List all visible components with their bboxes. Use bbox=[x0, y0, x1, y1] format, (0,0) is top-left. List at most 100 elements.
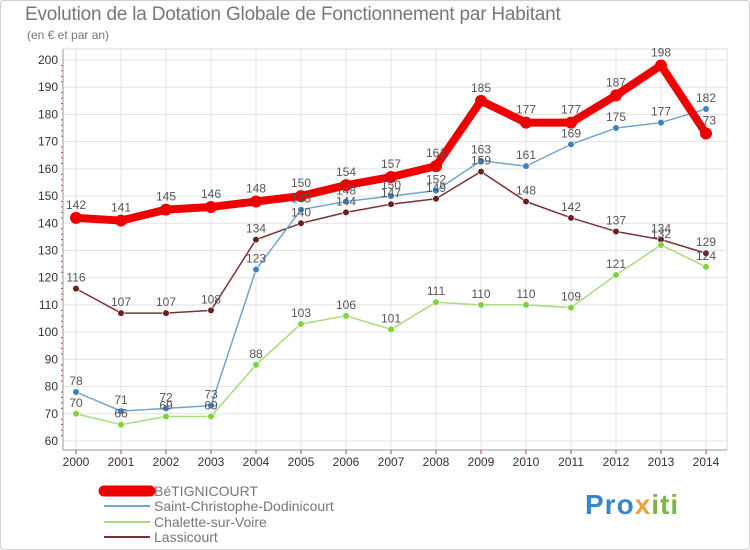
data-point bbox=[162, 412, 170, 421]
data-point bbox=[297, 219, 305, 227]
data-label: 185 bbox=[471, 81, 491, 95]
data-point bbox=[162, 309, 170, 317]
series-points bbox=[70, 59, 712, 429]
data-label: 150 bbox=[381, 178, 401, 192]
data-point bbox=[477, 167, 485, 176]
data-point bbox=[522, 301, 530, 309]
data-point bbox=[115, 214, 127, 227]
data-label: 69 bbox=[159, 399, 173, 413]
data-label: 146 bbox=[201, 187, 221, 201]
data-label: 169 bbox=[561, 126, 581, 140]
data-point bbox=[477, 301, 485, 309]
data-label: 70 bbox=[69, 396, 83, 410]
x-tick-label: 2001 bbox=[108, 455, 135, 469]
data-point bbox=[657, 241, 665, 249]
logo-part-x: x bbox=[634, 489, 652, 520]
data-label: 109 bbox=[561, 290, 581, 304]
data-label: 182 bbox=[696, 91, 716, 105]
y-tick-label: 90 bbox=[45, 352, 59, 366]
data-point bbox=[117, 309, 125, 317]
data-point bbox=[250, 195, 262, 208]
legend-label: Lassicourt bbox=[154, 529, 218, 545]
data-point bbox=[702, 263, 710, 271]
data-label: 142 bbox=[561, 200, 581, 214]
data-point bbox=[610, 89, 622, 102]
y-tick-label: 190 bbox=[38, 80, 58, 94]
x-tick-label: 2005 bbox=[288, 455, 315, 469]
x-tick-label: 2009 bbox=[468, 455, 495, 469]
legend-label: Chalette-sur-Voire bbox=[154, 514, 267, 530]
data-label: 124 bbox=[696, 249, 716, 263]
data-point bbox=[72, 285, 80, 293]
y-tick-label: 110 bbox=[39, 298, 58, 312]
y-tick-label: 80 bbox=[45, 380, 59, 394]
y-tick-label: 140 bbox=[38, 216, 58, 230]
data-label: 144 bbox=[336, 194, 356, 208]
data-label: 111 bbox=[427, 284, 446, 298]
data-point bbox=[432, 298, 440, 306]
data-label: 177 bbox=[516, 103, 536, 117]
x-tick-label: 2008 bbox=[423, 455, 450, 469]
data-label: 108 bbox=[201, 292, 221, 306]
data-label: 107 bbox=[111, 295, 131, 309]
x-tick-label: 2010 bbox=[513, 455, 540, 469]
data-point bbox=[72, 388, 80, 396]
y-tick-label: 100 bbox=[38, 325, 58, 339]
data-point bbox=[297, 206, 305, 214]
x-tick-label: 2006 bbox=[333, 455, 360, 469]
data-label: 163 bbox=[471, 143, 491, 157]
data-label: 110 bbox=[471, 287, 490, 301]
data-label: 106 bbox=[336, 298, 356, 312]
data-point bbox=[162, 404, 170, 412]
data-point bbox=[207, 402, 215, 410]
data-label: 66 bbox=[114, 407, 128, 421]
x-tick-labels: 2000 2001 2002 2003 2004 2005 2006 2007 2008 2009… bbox=[63, 455, 720, 469]
y-tick-label: 130 bbox=[38, 244, 58, 258]
data-label: 121 bbox=[606, 257, 626, 271]
data-label: 71 bbox=[114, 393, 128, 407]
x-tick-label: 2002 bbox=[153, 455, 180, 469]
data-point bbox=[520, 116, 532, 129]
data-label: 198 bbox=[651, 45, 671, 59]
data-point bbox=[340, 179, 352, 192]
data-point bbox=[160, 203, 172, 216]
data-point bbox=[385, 171, 397, 184]
data-point bbox=[612, 124, 620, 132]
y-tick-label: 150 bbox=[38, 189, 58, 203]
data-label: 175 bbox=[606, 110, 626, 124]
y-tick-label: 70 bbox=[45, 407, 59, 421]
data-point bbox=[702, 249, 710, 257]
data-point bbox=[205, 200, 217, 213]
data-point bbox=[612, 271, 620, 279]
data-label: 149 bbox=[426, 181, 446, 195]
data-label: 177 bbox=[561, 103, 581, 117]
data-label: 150 bbox=[291, 176, 311, 190]
data-label: 134 bbox=[246, 222, 266, 236]
chart-title: Evolution de la Dotation Globale de Fonc… bbox=[25, 4, 561, 25]
data-point bbox=[567, 304, 575, 312]
data-point bbox=[655, 59, 667, 72]
data-label: 129 bbox=[696, 235, 716, 249]
data-label: 142 bbox=[66, 198, 86, 212]
data-label: 187 bbox=[606, 75, 626, 89]
data-point bbox=[342, 312, 350, 320]
data-point bbox=[432, 187, 440, 195]
y-tick-label: 160 bbox=[38, 162, 58, 176]
y-tick-label: 200 bbox=[38, 53, 58, 67]
y-tick-label: 170 bbox=[38, 135, 58, 149]
data-point bbox=[295, 190, 307, 203]
data-label: 157 bbox=[381, 157, 401, 171]
data-point bbox=[475, 94, 487, 107]
grid-lines bbox=[62, 48, 728, 451]
axes bbox=[61, 49, 727, 454]
x-tick-label: 2000 bbox=[63, 455, 90, 469]
data-label: 173 bbox=[696, 113, 716, 127]
data-label: 154 bbox=[336, 165, 356, 179]
data-label: 159 bbox=[471, 154, 491, 168]
data-point bbox=[387, 192, 395, 200]
data-label: 107 bbox=[156, 295, 176, 309]
data-point bbox=[477, 157, 485, 165]
data-label: 148 bbox=[516, 184, 536, 198]
data-label: 148 bbox=[336, 184, 356, 198]
